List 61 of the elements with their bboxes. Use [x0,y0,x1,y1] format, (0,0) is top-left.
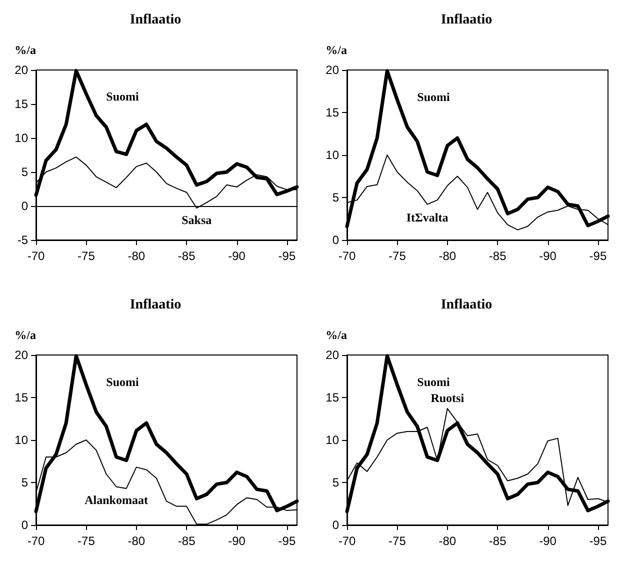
x-tick-label: -80 [128,534,146,548]
x-tick-label: -80 [128,249,146,263]
chart-title: Inflaatio [130,298,182,312]
y-tick-label: 10 [14,131,28,145]
y-tick-label: 20 [14,348,28,362]
y-tick-label: 15 [14,390,28,404]
y-axis-title: %/a [326,43,347,57]
x-tick-label: -70 [338,534,356,548]
y-tick-label: 5 [21,165,28,179]
y-axis-title: %/a [14,328,36,342]
series-label: Suomi [106,90,140,104]
x-tick-label: -85 [178,249,196,263]
y-tick-label: 0 [332,518,340,532]
x-tick-label: -75 [388,249,406,263]
y-tick-label: 20 [326,348,340,362]
y-tick-label: 0 [332,233,340,247]
x-tick-label: -85 [178,534,196,548]
y-tick-label: -5 [17,233,28,247]
x-tick-label: -85 [488,534,507,548]
x-tick-label: -80 [438,534,456,548]
y-tick-label: 5 [21,476,28,490]
series-label: Alankomaat [84,492,148,507]
series-label: Saksa [182,213,212,228]
chart-title: Inflaatio [440,12,492,28]
y-axis-title: %/a [14,43,36,57]
y-tick-label: 20 [326,63,340,77]
y-tick-label: 15 [326,106,340,120]
y-tick-label: 5 [332,190,340,204]
series-label: Suomi [417,374,450,389]
series-label: Ruotsi [430,391,465,405]
y-tick-label: 0 [21,199,28,213]
y-tick-label: 5 [332,476,340,490]
x-tick-label: -85 [488,249,507,263]
y-tick-label: 10 [14,433,28,447]
y-tick-label: 15 [326,390,340,404]
y-tick-label: 10 [326,148,340,162]
x-tick-label: -90 [228,534,246,548]
x-tick-label: -75 [78,249,96,263]
x-tick-label: -90 [539,249,557,263]
y-tick-label: 20 [14,63,28,77]
x-tick-label: -70 [338,249,356,263]
series-label: ItΣvalta [406,210,448,224]
x-tick-label: -95 [589,534,607,548]
x-tick-label: -75 [388,534,406,548]
x-tick-label: -95 [278,534,296,548]
y-tick-label: 10 [326,433,340,447]
series-label: Suomi [417,90,450,104]
x-tick-label: -90 [539,534,557,548]
x-tick-label: -70 [27,534,45,548]
x-tick-label: -95 [589,249,607,263]
x-tick-label: -70 [27,249,45,263]
x-tick-label: -80 [438,249,456,263]
x-tick-label: -90 [228,249,246,263]
x-tick-label: -95 [278,249,296,263]
series-label: Suomi [106,374,140,389]
x-tick-label: -75 [78,534,96,548]
chart-title: Inflaatio [130,12,182,28]
y-tick-label: 0 [21,518,28,532]
chart-title: Inflaatio [440,298,492,312]
y-axis-title: %/a [326,328,347,342]
y-tick-label: 15 [14,97,28,111]
